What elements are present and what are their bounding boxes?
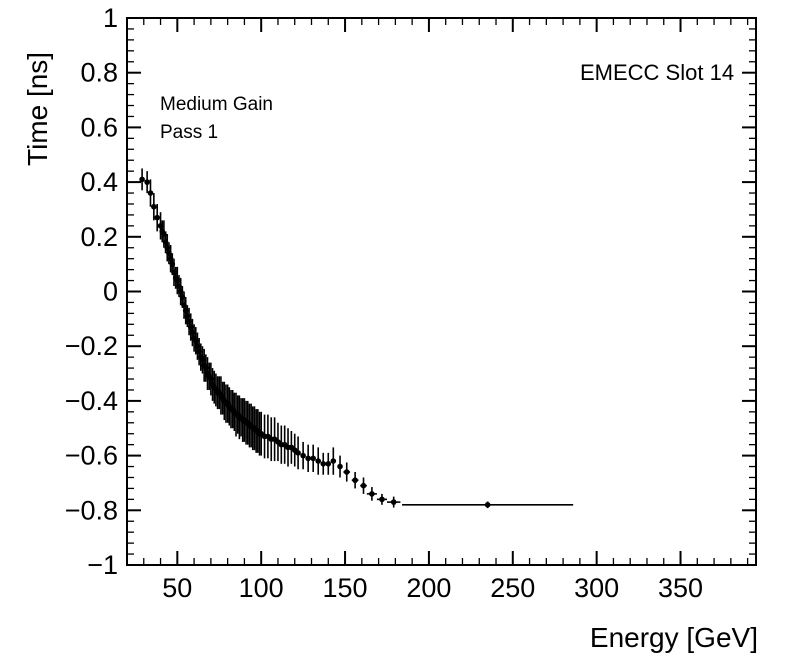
svg-text:300: 300 — [574, 573, 619, 603]
svg-text:−1: −1 — [87, 550, 118, 580]
svg-text:100: 100 — [239, 573, 284, 603]
svg-text:200: 200 — [406, 573, 451, 603]
svg-text:−0.2: −0.2 — [65, 331, 118, 361]
detector-slot-label: EMECC Slot 14 — [580, 60, 735, 85]
svg-text:1: 1 — [103, 3, 118, 33]
svg-text:−0.8: −0.8 — [65, 495, 118, 525]
svg-text:−0.6: −0.6 — [65, 441, 118, 471]
svg-text:0.6: 0.6 — [80, 112, 118, 142]
svg-text:0.8: 0.8 — [80, 58, 118, 88]
svg-text:50: 50 — [162, 573, 192, 603]
x-axis-title: Energy [GeV] — [589, 622, 758, 653]
svg-text:0: 0 — [103, 277, 118, 307]
svg-text:150: 150 — [323, 573, 368, 603]
svg-text:250: 250 — [490, 573, 535, 603]
svg-text:−0.4: −0.4 — [65, 386, 118, 416]
gain-label: Medium Gain — [160, 94, 273, 115]
svg-text:0.4: 0.4 — [80, 167, 118, 197]
pass-label: Pass 1 — [160, 122, 219, 143]
svg-text:350: 350 — [658, 573, 703, 603]
y-axis-title: Time [ns] — [22, 51, 53, 166]
svg-text:0.2: 0.2 — [80, 222, 118, 252]
